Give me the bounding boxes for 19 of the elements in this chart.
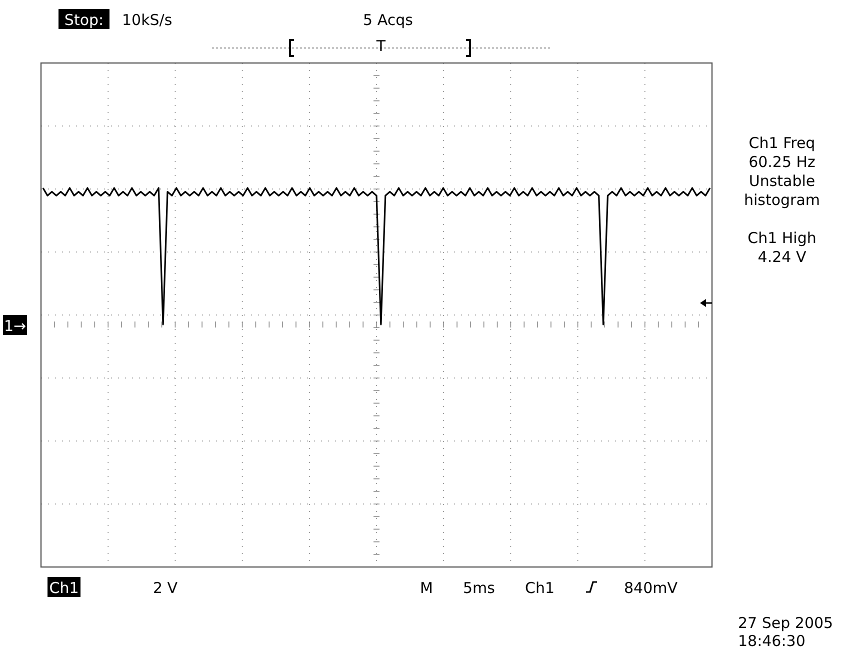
text: T xyxy=(375,37,386,55)
text: Ch1 Freq xyxy=(748,134,816,152)
text: histogram xyxy=(744,191,820,209)
text: 840mV xyxy=(624,579,678,597)
text: Stop: xyxy=(64,11,104,29)
text: M xyxy=(420,579,433,597)
text: 2 V xyxy=(153,579,178,597)
text: 27 Sep 2005 xyxy=(738,614,834,632)
text: 4.24 V xyxy=(758,248,807,266)
text: 1→ xyxy=(4,317,26,335)
text: Unstable xyxy=(748,172,816,190)
text: 5 Acqs xyxy=(363,11,414,29)
text: 18:46:30 xyxy=(738,632,806,650)
text: 5ms xyxy=(463,579,496,597)
text: Ch1 High xyxy=(748,229,816,247)
text: Ch1 xyxy=(49,579,79,597)
text: 60.25 Hz xyxy=(748,153,816,171)
text: Ch1 xyxy=(525,579,555,597)
text: 10kS/s xyxy=(122,11,172,29)
